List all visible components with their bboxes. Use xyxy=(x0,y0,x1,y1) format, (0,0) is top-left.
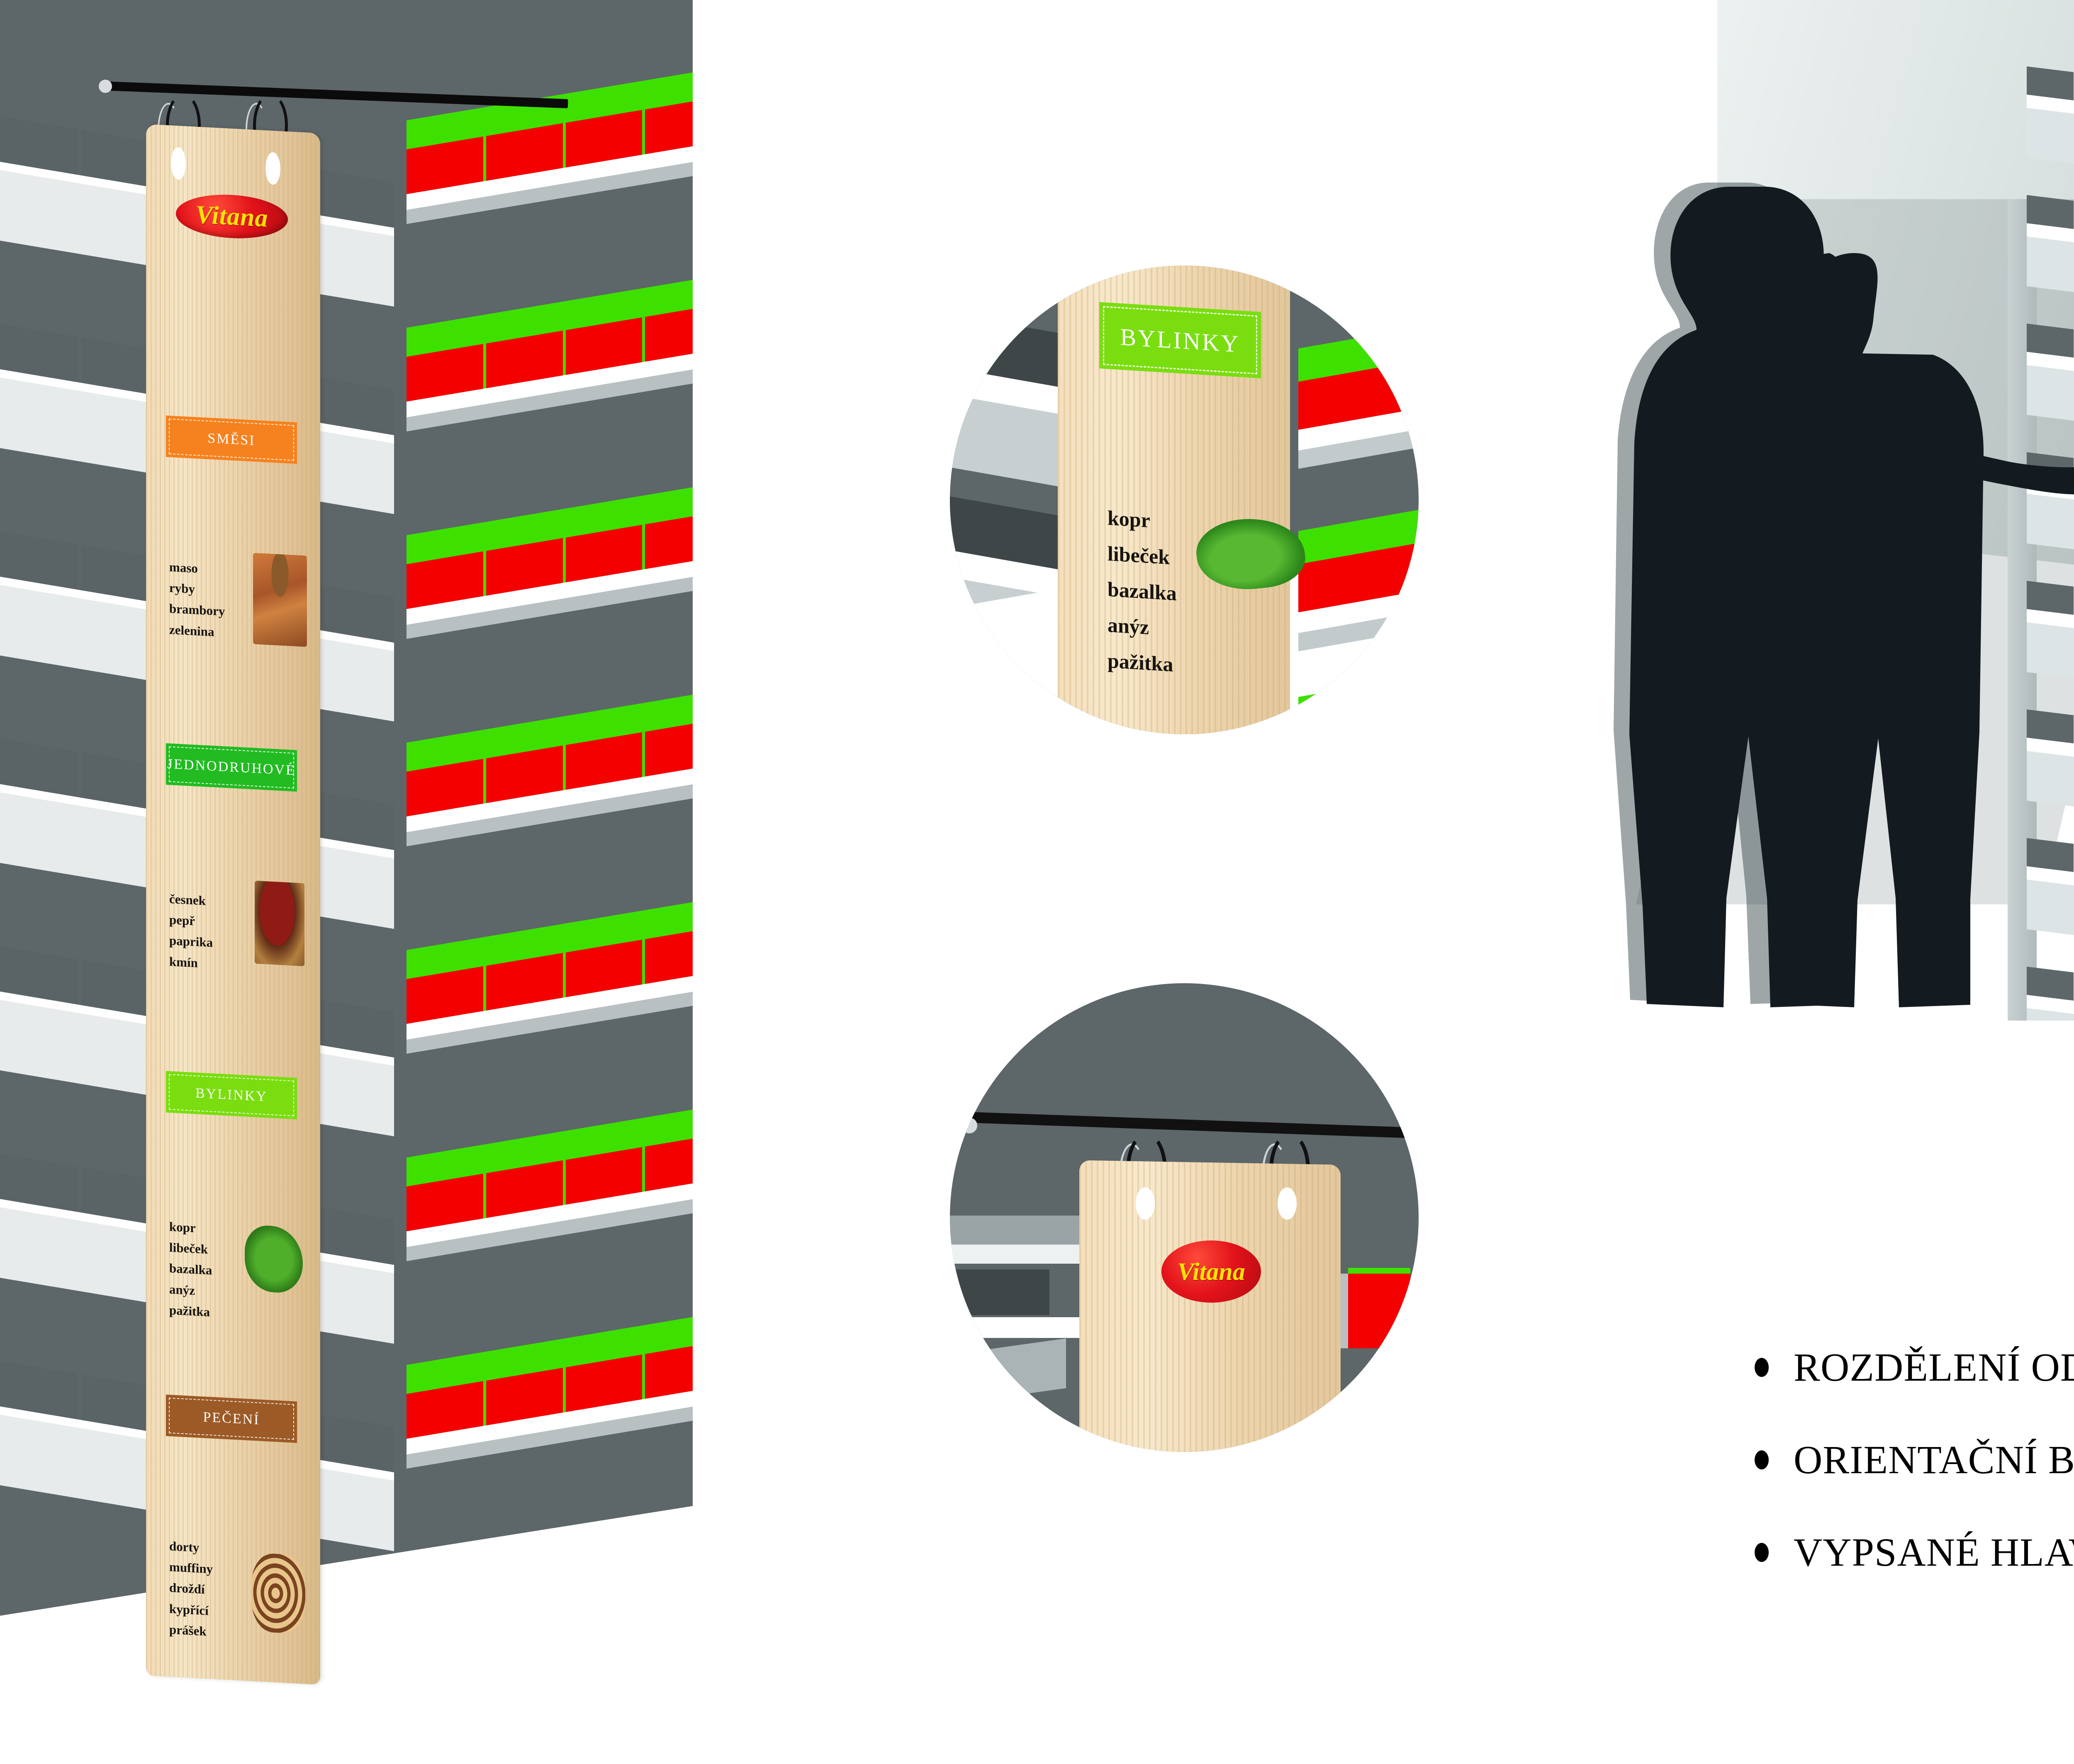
vitana-logo: Vitana xyxy=(176,192,288,241)
list-item: kmín xyxy=(169,954,198,970)
list-item: kypřící xyxy=(169,1601,209,1618)
eyelet-icon xyxy=(171,147,186,180)
eyelet-icon xyxy=(265,152,280,185)
swirl-cake-icon xyxy=(251,1552,305,1635)
list-item: pažitka xyxy=(1108,648,1173,676)
list-item: ORIENTAČNÍ BODY PRO VYHLEDATELNOST xyxy=(1755,1437,2074,1483)
category-label-peceni[interactable]: PEČENÍ xyxy=(166,1394,297,1443)
front-shelf-row xyxy=(407,482,693,639)
list-item: muffiny xyxy=(169,1559,213,1576)
callout-items-bylinky: kopr libeček bazalka anýz pažitka xyxy=(1108,500,1177,682)
list-item: maso xyxy=(169,559,198,576)
bullet-text: ORIENTAČNÍ BODY PRO VYHLEDATELNOST xyxy=(1794,1438,2074,1482)
callout-hanger-board xyxy=(1079,1160,1341,1452)
front-shelf-row xyxy=(407,690,693,846)
list-item: pažitka xyxy=(169,1302,210,1319)
bullet-dot-icon xyxy=(1755,1542,1769,1562)
gondola-shelving xyxy=(2008,66,2074,1211)
callout-shelf-band xyxy=(950,1216,1099,1245)
right-store-scene: KOŘENÍ xyxy=(1614,0,2074,1394)
callout-front-shelf xyxy=(1298,491,1419,651)
grilled-meat-icon xyxy=(253,553,307,647)
list-item: droždí xyxy=(169,1580,205,1597)
vitana-logo-text: Vitana xyxy=(1177,1257,1245,1285)
bullet-text: ROZDĚLENÍ OD OSTATNÍHO KOŘENÍ xyxy=(1794,1345,2074,1389)
list-item: bazalka xyxy=(169,1261,212,1278)
eyelet-icon xyxy=(1278,1187,1297,1220)
callout-shelf-band xyxy=(950,1317,1083,1338)
eyelet-icon xyxy=(1136,1187,1155,1220)
list-item: kopr xyxy=(169,1219,196,1235)
callout-front-shelf xyxy=(1298,657,1419,734)
bullet-text: VYPSANÉ HLAVNÍ PŘÍKLADY KOŘENÍ xyxy=(1794,1530,2074,1574)
list-item: pepř xyxy=(169,912,195,928)
list-item: paprika xyxy=(169,933,213,950)
hanger-board[interactable]: Vitana SMĚSI maso ryby brambory zelenina… xyxy=(146,124,320,1685)
category-items-peceni: dorty muffiny droždí kypřící prášek xyxy=(169,1536,213,1642)
woman-pointing-body xyxy=(1762,353,1984,1007)
woman-hair-silhouette xyxy=(1776,253,1852,363)
left-shelf-scene: Vitana SMĚSI maso ryby brambory zelenina… xyxy=(0,0,693,1764)
list-item: ROZDĚLENÍ OD OSTATNÍHO KOŘENÍ xyxy=(1755,1344,2074,1390)
bullet-dot-icon xyxy=(1755,1450,1769,1469)
callout-shelf-band xyxy=(950,1269,1049,1315)
category-label-bylinky[interactable]: BYLINKY xyxy=(166,1071,297,1120)
list-item: bazalka xyxy=(1108,577,1177,605)
vitana-logo-text: Vitana xyxy=(195,200,268,232)
front-shelf-row xyxy=(407,1312,693,1469)
bullet-dot-icon xyxy=(1755,1357,1769,1377)
detail-callout-hanger-top: Vitana SMĚSI xyxy=(950,983,1419,1452)
rail-end-cap-icon xyxy=(962,1118,977,1133)
list-item: libeček xyxy=(1108,541,1170,569)
benefit-bullet-list: ROZDĚLENÍ OD OSTATNÍHO KOŘENÍ ORIENTAČNÍ… xyxy=(1755,1344,2074,1622)
rail-end-cap-icon xyxy=(99,80,112,93)
callout-front-shelf xyxy=(1298,309,1419,469)
list-item: česnek xyxy=(169,891,206,908)
list-item: dorty xyxy=(169,1538,200,1555)
detail-callout-bylinky: BYLINKY kopr libeček bazalka anýz pažitk… xyxy=(950,266,1419,734)
list-item: kopr xyxy=(1108,506,1150,532)
category-label-smesi[interactable]: SMĚSI xyxy=(166,415,297,464)
callout-product-block xyxy=(1348,1274,1410,1348)
front-shelf-row xyxy=(407,897,693,1054)
list-item: prášek xyxy=(169,1622,207,1639)
front-shelf-row xyxy=(407,67,693,224)
front-shelf-row xyxy=(407,275,693,431)
list-item: anýz xyxy=(169,1282,195,1298)
silhouette-group xyxy=(1614,183,2074,1007)
store-floor xyxy=(1651,1021,2074,1394)
list-item: ryby xyxy=(169,580,195,597)
category-items-jednodruhove: česnek pepř paprika kmín xyxy=(169,889,213,974)
list-item: VYPSANÉ HLAVNÍ PŘÍKLADY KOŘENÍ xyxy=(1755,1529,2074,1575)
front-shelf-row xyxy=(407,1104,693,1261)
list-item: brambory xyxy=(169,601,225,619)
vitana-logo: Vitana xyxy=(1161,1240,1261,1303)
callout-shelf-band xyxy=(950,1245,1099,1264)
fresh-herbs-icon xyxy=(245,1224,303,1294)
callout-label-bylinky: BYLINKY xyxy=(1099,302,1261,378)
category-items-bylinky: kopr libeček bazalka anýz pažitka xyxy=(169,1216,212,1323)
list-item: zelenina xyxy=(169,622,214,639)
list-item: anýz xyxy=(1108,613,1149,639)
list-item: libeček xyxy=(169,1240,208,1257)
ground-spice-icon xyxy=(255,880,304,967)
category-items-smesi: maso ryby brambory zelenina xyxy=(169,557,225,643)
category-label-jednodruhove[interactable]: JEDNODRUHOVÉ xyxy=(166,743,297,792)
